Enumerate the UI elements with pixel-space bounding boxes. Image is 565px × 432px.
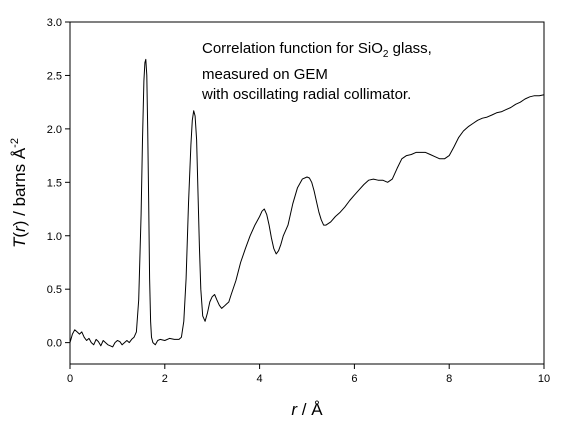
x-tick-label: 6 xyxy=(351,373,357,385)
y-axis-ticks: 0.0 0.5 1.0 1.5 2.0 2.5 3.0 xyxy=(47,17,70,350)
y-tick-label: 0.0 xyxy=(47,338,62,350)
x-tick-label: 0 xyxy=(67,373,73,385)
y-tick-label: 0.5 xyxy=(47,284,62,296)
annotation-line-3: with oscillating radial collimator. xyxy=(201,86,411,103)
x-tick-label: 4 xyxy=(257,373,263,385)
series-line xyxy=(69,58,545,348)
annotation-line-2: measured on GEM xyxy=(202,66,328,83)
x-axis-ticks: 0 2 4 6 8 10 xyxy=(67,364,550,385)
x-tick-label: 8 xyxy=(446,373,452,385)
annotation-line-1: Correlation function for SiO2 glass, xyxy=(202,40,432,60)
y-tick-label: 3.0 xyxy=(47,17,62,29)
y-tick-label: 2.5 xyxy=(47,70,62,82)
plot-frame xyxy=(69,21,545,365)
x-tick-label: 2 xyxy=(162,373,168,385)
x-tick-label: 10 xyxy=(538,373,550,385)
y-tick-label: 1.5 xyxy=(47,177,62,189)
y-tick-label: 2.0 xyxy=(47,124,62,136)
y-axis-title: T(r) / barns Å-2 xyxy=(9,138,29,248)
y-tick-label: 1.0 xyxy=(47,231,62,243)
series-group xyxy=(69,58,545,348)
x-axis-title: r / Å xyxy=(291,400,323,419)
